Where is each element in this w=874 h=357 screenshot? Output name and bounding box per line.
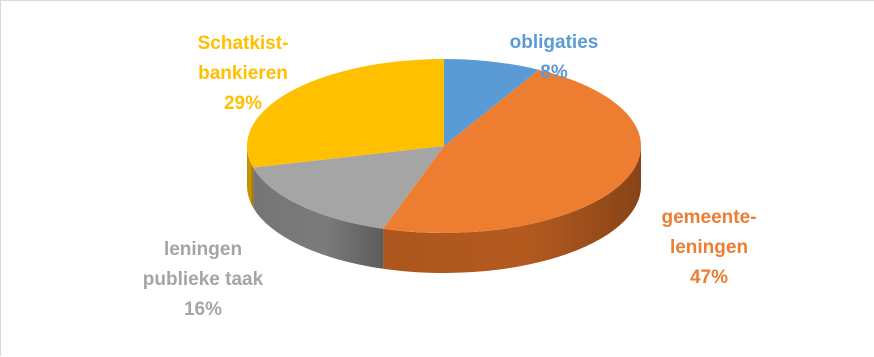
pie-labels: obligaties 8% gemeente-leningen 47% leningen… xyxy=(143,32,757,320)
pie-tops xyxy=(246,59,642,233)
slice-percent-label: 47% xyxy=(690,267,728,288)
slice-percent-label: 29% xyxy=(224,93,262,114)
slice-name-label: publieke taak xyxy=(143,269,264,290)
slice-name-label: gemeente- xyxy=(661,207,756,228)
slice-percent-label: 8% xyxy=(540,62,568,83)
pie-slice-3 xyxy=(246,59,444,168)
pie-side-shade-3 xyxy=(247,146,254,208)
slice-name-label: leningen xyxy=(164,239,242,260)
pie-slice-0 xyxy=(444,59,539,146)
pie-sides xyxy=(247,146,641,273)
slice-name-label: leningen xyxy=(670,237,748,258)
pie-slice-1 xyxy=(383,69,642,233)
pie-side-shade-2 xyxy=(253,167,384,269)
slice-label-0: obligaties 8% xyxy=(510,32,599,83)
slice-name-label: Schatkist- xyxy=(198,33,289,54)
slice-percent-label: 16% xyxy=(184,299,222,320)
slice-label-1: gemeente-leningen 47% xyxy=(661,207,756,288)
slice-label-3: Schatkist-bankieren 29% xyxy=(198,33,289,114)
slice-label-2: leningen publieke taak 16% xyxy=(143,239,264,320)
pie-slice-2 xyxy=(253,146,444,229)
slice-name-label: bankieren xyxy=(198,63,288,84)
slice-name-label: obligaties xyxy=(510,32,599,53)
pie-side-shade-1 xyxy=(383,146,641,273)
